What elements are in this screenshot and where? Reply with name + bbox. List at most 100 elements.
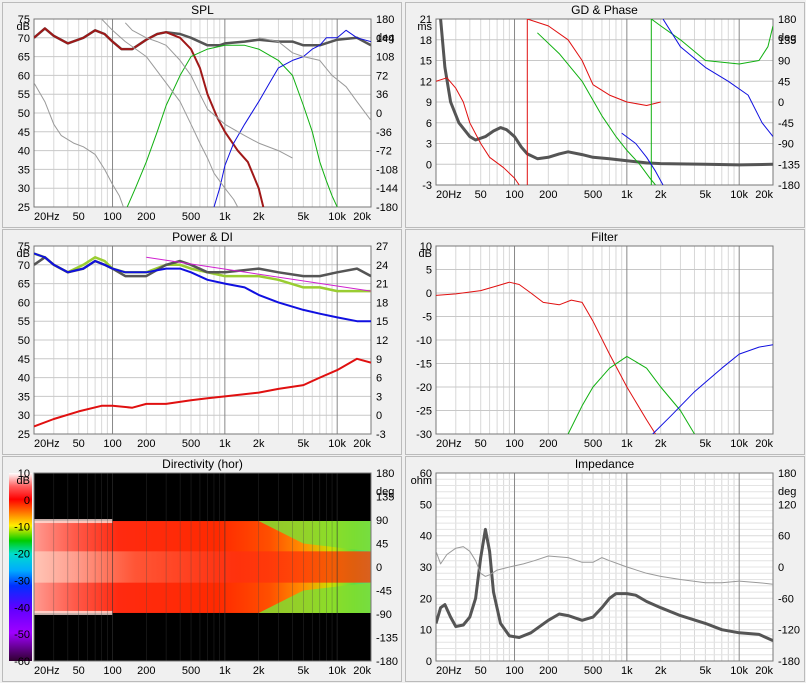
x-tick-label: 50 [73,211,85,223]
y2-tick-label: -135 [376,633,398,645]
x-tick-label: 1k [621,438,633,450]
colorbar-tick-label: -10 [14,522,30,534]
y2-tick-label: -36 [376,127,392,139]
x-tick-label: 10k [730,438,748,450]
y-tick-label: 40 [420,531,432,543]
x-tick-label: 2k [253,438,265,450]
y2-tick-label: -144 [376,183,398,195]
x-tick-label: 200 [137,438,155,450]
x-tick-label: 500 [182,211,200,223]
x-tick-label: 100 [103,665,121,677]
x-tick-label: 10k [730,665,748,677]
x-tick-label: 1k [621,189,633,201]
x-tick-label: 20Hz [34,665,60,677]
x-tick-label: 50 [475,665,487,677]
y-tick-label: 50 [18,335,30,347]
x-tick-label: 200 [539,665,557,677]
y-tick-label: 55 [18,89,30,101]
y-tick-label: 25 [18,429,30,441]
y2-tick-label: 9 [376,354,382,366]
series-line-5 [650,19,773,185]
y2-tick-label: -120 [778,625,800,637]
y-tick-label: 30 [420,562,432,574]
x-tick-label: 50 [475,438,487,450]
series-line-3 [652,344,773,434]
x-tick-label: 100 [505,189,523,201]
series-line-2 [436,546,773,585]
chart-title: Power & DI [172,230,233,244]
x-tick-label: 500 [584,438,602,450]
x-tick-label: 20Hz [436,665,462,677]
y2-tick-label: 180 [376,468,394,480]
x-tick-label: 100 [505,438,523,450]
x-tick-label: 20k [755,438,773,450]
y2-tick-label: 135 [778,35,796,47]
y-axis-unit: ms [417,21,432,33]
y-tick-label: 18 [420,35,432,47]
impedance-chart: Impedance6050403020100180120600-60-120-1… [411,457,800,677]
y2-tick-label: 15 [376,316,388,328]
y-tick-label: 3 [426,139,432,151]
y-tick-label: -30 [416,429,432,441]
y-tick-label: 60 [420,468,432,480]
y2-tick-label: -72 [376,146,392,158]
y-tick-label: 15 [420,56,432,68]
heatmap-hf-lower [258,582,371,613]
x-tick-label: 1k [621,665,633,677]
y-tick-label: 70 [18,260,30,272]
colorbar-tick-label: -60 [14,656,30,668]
x-tick-label: 2k [655,438,667,450]
y-tick-label: 10 [420,625,432,637]
y2-tick-label: -180 [376,656,398,668]
y-axis-unit: ohm [411,475,432,487]
y2-tick-label: -60 [778,593,794,605]
x-tick-label: 20k [353,438,371,450]
colorbar-tick-label: 0 [24,495,30,507]
x-tick-label: 200 [137,665,155,677]
series-line-1 [34,252,371,293]
y-tick-label: 10 [420,241,432,253]
series-line-2 [567,355,695,434]
y2-axis-unit: deg [778,486,796,498]
y2-tick-label: 45 [376,539,388,551]
y2-tick-label: -180 [778,180,800,192]
x-tick-label: 500 [182,665,200,677]
series-line-1 [439,19,773,167]
y-axis-unit: dB [17,21,30,33]
y-tick-label: 65 [18,279,30,291]
plot-border [435,472,774,662]
chart-title: Filter [591,230,618,244]
y2-tick-label: 120 [778,499,796,511]
y-tick-label: 30 [18,410,30,422]
series-line-7 [662,19,773,137]
colorbar [9,473,32,661]
y2-tick-label: 60 [778,531,790,543]
series-line-3 [526,19,661,185]
y-tick-label: 40 [18,146,30,158]
y-tick-label: -25 [416,406,432,418]
x-tick-label: 10k [328,665,346,677]
x-tick-label: 2k [655,665,667,677]
y2-tick-label: 0 [376,562,382,574]
chart-title: GD & Phase [571,3,638,17]
y2-tick-label: 0 [376,410,382,422]
x-tick-label: 20Hz [34,438,60,450]
y-tick-label: 12 [420,76,432,88]
y-tick-label: 5 [426,265,432,277]
y2-tick-label: -3 [376,429,386,441]
y-axis-unit: dB [17,475,30,487]
y-tick-label: 21 [420,14,432,26]
y-tick-label: -20 [416,382,432,394]
y-tick-label: -10 [416,335,432,347]
colorbar-tick-label: -50 [14,629,30,641]
x-tick-label: 20Hz [436,438,462,450]
x-tick-label: 200 [137,211,155,223]
series-line-4 [213,29,371,207]
y-tick-label: 40 [18,373,30,385]
y2-tick-label: -45 [376,586,392,598]
series-line-3 [34,252,371,323]
x-tick-label: 5k [298,665,310,677]
y2-tick-label: 108 [376,52,394,64]
spl-chart: SPL 75 70 65 60 55 50 45 40 35 30 25 180 144 108 72 36 0 -… [17,3,399,223]
y-tick-label: 65 [18,52,30,64]
